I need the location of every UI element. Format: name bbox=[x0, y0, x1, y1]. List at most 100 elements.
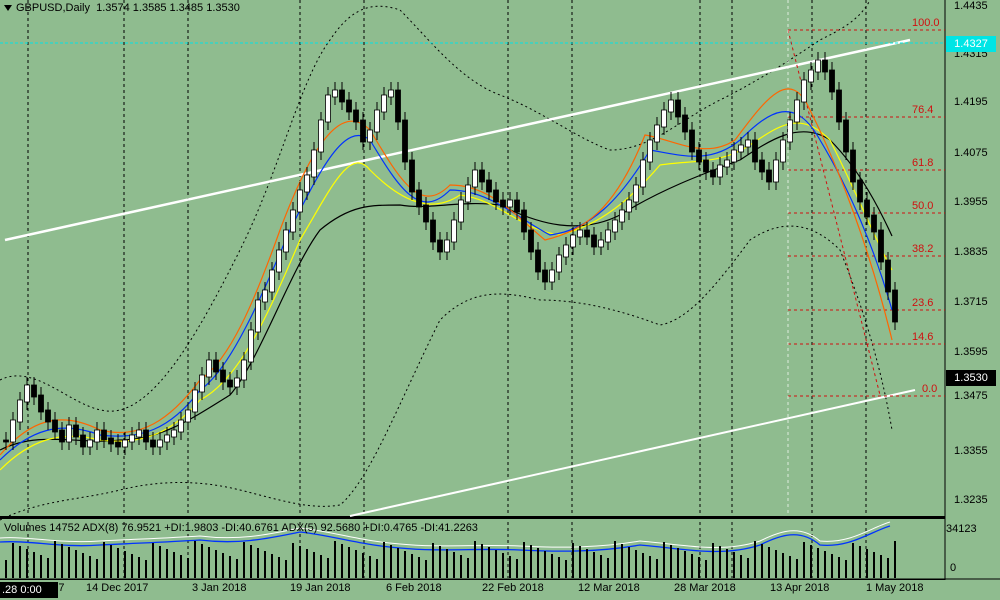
candle-body bbox=[451, 219, 457, 243]
volume-bar bbox=[145, 560, 147, 578]
candle-body bbox=[878, 229, 884, 263]
volume-bar bbox=[425, 560, 427, 578]
volume-bar bbox=[642, 553, 644, 578]
candle-body bbox=[220, 369, 226, 383]
price-tick-label: 1.3475 bbox=[954, 390, 988, 402]
candle-body bbox=[297, 189, 303, 213]
volume-bar bbox=[236, 559, 238, 578]
candle-body bbox=[605, 229, 611, 243]
candle-body bbox=[339, 89, 345, 103]
candle-body bbox=[262, 289, 268, 303]
volume-bar bbox=[446, 549, 448, 578]
volume-bar bbox=[152, 543, 154, 578]
volume-bar bbox=[768, 547, 770, 578]
time-tick-label: 6 Feb 2018 bbox=[386, 582, 442, 594]
volume-bar bbox=[173, 552, 175, 578]
volume-bar bbox=[250, 545, 252, 578]
volume-bar bbox=[852, 543, 854, 578]
candle-body bbox=[10, 419, 16, 443]
volume-bar bbox=[530, 545, 532, 578]
volume-bar bbox=[285, 560, 287, 578]
price-tick-label: 1.4075 bbox=[954, 147, 988, 159]
volume-bar bbox=[348, 547, 350, 578]
fib-level-label: 14.6 bbox=[912, 331, 934, 343]
candle-body bbox=[178, 419, 184, 433]
candle-body bbox=[836, 89, 842, 123]
volume-bar bbox=[40, 555, 42, 578]
candle-body bbox=[185, 409, 191, 423]
time-tick-label: 3 Jan 2018 bbox=[192, 582, 247, 594]
time-tick-label: 19 Jan 2018 bbox=[290, 582, 351, 594]
volume-bar bbox=[663, 542, 665, 578]
volume-bar bbox=[740, 555, 742, 578]
volume-bar bbox=[341, 544, 343, 578]
candle-body bbox=[444, 239, 450, 253]
symbol-label: GBPUSD,Daily bbox=[16, 2, 90, 14]
candle-body bbox=[661, 109, 667, 128]
volume-bar bbox=[257, 548, 259, 578]
volume-bar bbox=[810, 545, 812, 578]
volume-bar bbox=[89, 556, 91, 578]
volume-bar bbox=[488, 547, 490, 578]
candle-body bbox=[332, 89, 338, 98]
volume-bar bbox=[33, 552, 35, 578]
volume-bar bbox=[320, 555, 322, 578]
fib-level-label: 0.0 bbox=[922, 383, 938, 395]
volume-bar bbox=[334, 541, 336, 578]
candle-body bbox=[269, 269, 275, 293]
volume-bar bbox=[82, 553, 84, 578]
candle-body bbox=[843, 119, 849, 153]
candle-body bbox=[416, 189, 422, 208]
time-tick-label: 12 Mar 2018 bbox=[578, 582, 640, 594]
volume-bar bbox=[621, 544, 623, 578]
candle-body bbox=[157, 439, 163, 448]
candle-body bbox=[829, 69, 835, 93]
time-tick-label: 28 Mar 2018 bbox=[674, 582, 736, 594]
candlesticks[interactable] bbox=[3, 52, 898, 455]
dropdown-triangle-icon[interactable] bbox=[4, 5, 12, 12]
candle-body bbox=[276, 249, 282, 273]
lower-channel-line[interactable] bbox=[349, 389, 916, 517]
time-tick-label: 14 Dec 2017 bbox=[86, 582, 149, 594]
price-tick-label: 1.3835 bbox=[954, 246, 988, 258]
candle-body bbox=[822, 59, 828, 73]
volume-bar bbox=[894, 541, 896, 578]
volume-bar bbox=[677, 548, 679, 578]
candle-body bbox=[213, 359, 219, 373]
volume-bar bbox=[5, 560, 7, 578]
candle-body bbox=[654, 124, 660, 143]
volume-bar bbox=[117, 548, 119, 578]
volume-bar bbox=[502, 553, 504, 578]
candle-body bbox=[479, 169, 485, 183]
volume-bar bbox=[131, 554, 133, 578]
price-tick-label: 1.4435 bbox=[954, 0, 988, 12]
candle-body bbox=[542, 269, 548, 283]
candle-body bbox=[808, 69, 814, 83]
candle-body bbox=[696, 149, 702, 163]
candle-body bbox=[325, 94, 331, 123]
volume-bar bbox=[628, 547, 630, 578]
volume-bar bbox=[474, 541, 476, 578]
candle-body bbox=[17, 399, 23, 423]
volume-bar bbox=[523, 542, 525, 578]
candle-body bbox=[535, 249, 541, 273]
volume-bar bbox=[124, 551, 126, 578]
fibonacci-levels[interactable] bbox=[788, 29, 945, 397]
volume-bar bbox=[439, 546, 441, 578]
candle-body bbox=[38, 394, 44, 413]
candle-body bbox=[668, 99, 674, 113]
candle-body bbox=[318, 119, 324, 153]
volume-bar bbox=[292, 543, 294, 578]
volume-bar bbox=[110, 545, 112, 578]
upper-channel-line[interactable] bbox=[4, 38, 911, 242]
volume-bar bbox=[782, 553, 784, 578]
volume-bar bbox=[516, 559, 518, 578]
volume-bar bbox=[54, 541, 56, 578]
volume-bar bbox=[453, 552, 455, 578]
volume-bar bbox=[362, 553, 364, 578]
candle-body bbox=[752, 139, 758, 163]
volume-bar bbox=[61, 544, 63, 578]
volume-bar bbox=[369, 556, 371, 578]
candle-body bbox=[388, 89, 394, 98]
